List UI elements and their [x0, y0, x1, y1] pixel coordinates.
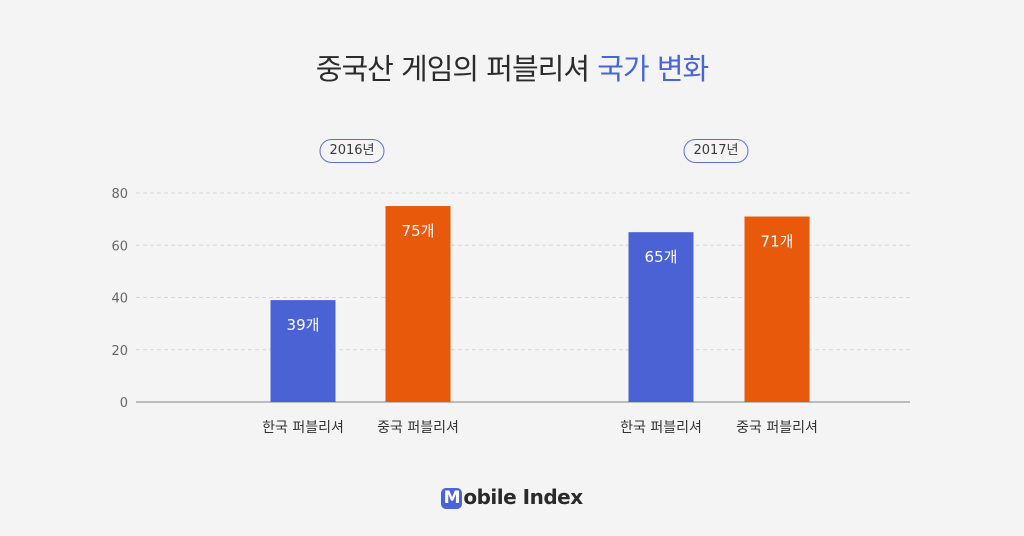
- y-tick-label: 80: [111, 187, 128, 202]
- y-tick-label: 20: [111, 344, 128, 359]
- x-category-label: 한국 퍼블리셔: [620, 420, 702, 436]
- y-tick-label: 40: [111, 292, 128, 307]
- y-tick-label: 0: [120, 396, 128, 411]
- year-badge-2016: 2016년: [319, 139, 385, 163]
- x-category-label: 중국 퍼블리셔: [377, 420, 459, 436]
- x-category-label: 한국 퍼블리셔: [262, 420, 344, 436]
- data-label: 75개: [402, 222, 435, 240]
- bar: [744, 216, 810, 402]
- bar: [270, 300, 336, 402]
- chart-title: 중국산 게임의 퍼블리셔 국가 변화: [0, 46, 1024, 88]
- bar: [628, 232, 694, 402]
- title-main: 중국산 게임의 퍼블리셔: [315, 52, 590, 86]
- data-label: 39개: [287, 316, 320, 334]
- data-label: 65개: [645, 248, 678, 266]
- data-label: 71개: [761, 233, 794, 251]
- logo-mark: M: [441, 488, 463, 509]
- logo-text: obile Index: [463, 485, 583, 509]
- y-tick-label: 60: [111, 239, 128, 254]
- bar: [385, 206, 451, 402]
- title-highlight: 국가 변화: [597, 52, 709, 86]
- year-badge-2017: 2017년: [683, 139, 749, 163]
- x-category-label: 중국 퍼블리셔: [736, 420, 818, 436]
